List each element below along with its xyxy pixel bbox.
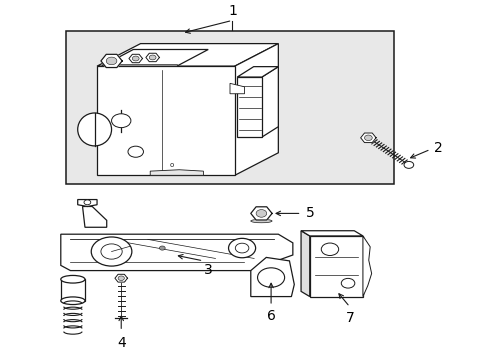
Polygon shape xyxy=(61,234,292,271)
Polygon shape xyxy=(102,49,208,66)
Circle shape xyxy=(403,161,413,168)
Text: 3: 3 xyxy=(203,263,212,277)
Bar xyxy=(309,236,362,297)
Circle shape xyxy=(106,57,117,65)
Ellipse shape xyxy=(78,113,111,146)
Bar xyxy=(65,31,393,184)
Circle shape xyxy=(256,210,266,217)
Polygon shape xyxy=(150,170,203,175)
Text: 1: 1 xyxy=(227,4,236,18)
Text: 2: 2 xyxy=(434,141,442,155)
Circle shape xyxy=(341,278,354,288)
Bar xyxy=(61,279,85,301)
Circle shape xyxy=(128,146,143,157)
Circle shape xyxy=(118,276,124,280)
Circle shape xyxy=(321,243,338,256)
Circle shape xyxy=(235,243,248,253)
Polygon shape xyxy=(301,231,309,297)
Circle shape xyxy=(159,246,165,250)
Ellipse shape xyxy=(61,275,85,283)
Polygon shape xyxy=(78,199,97,207)
Circle shape xyxy=(364,135,371,140)
Polygon shape xyxy=(229,84,244,94)
Circle shape xyxy=(149,55,156,60)
Polygon shape xyxy=(101,54,122,68)
Circle shape xyxy=(111,114,131,128)
Text: 5: 5 xyxy=(306,206,314,220)
Circle shape xyxy=(257,268,284,287)
Polygon shape xyxy=(145,53,159,62)
Polygon shape xyxy=(362,236,371,297)
Polygon shape xyxy=(115,274,127,282)
Text: 4: 4 xyxy=(117,336,125,350)
Circle shape xyxy=(91,237,132,266)
Bar xyxy=(237,77,262,137)
Polygon shape xyxy=(262,67,278,137)
Polygon shape xyxy=(301,231,362,236)
Polygon shape xyxy=(360,133,375,143)
Circle shape xyxy=(132,56,139,61)
Polygon shape xyxy=(129,54,142,63)
Circle shape xyxy=(101,244,122,259)
Text: o: o xyxy=(169,162,174,168)
Circle shape xyxy=(228,238,255,258)
Ellipse shape xyxy=(61,297,85,305)
Polygon shape xyxy=(82,207,106,227)
Ellipse shape xyxy=(250,219,271,223)
Polygon shape xyxy=(234,44,278,175)
Polygon shape xyxy=(237,67,278,77)
Bar xyxy=(97,66,234,175)
Polygon shape xyxy=(250,257,294,297)
Circle shape xyxy=(84,200,91,205)
Text: 7: 7 xyxy=(345,311,353,325)
Text: 6: 6 xyxy=(266,309,275,323)
Polygon shape xyxy=(97,44,278,66)
Polygon shape xyxy=(250,207,271,220)
